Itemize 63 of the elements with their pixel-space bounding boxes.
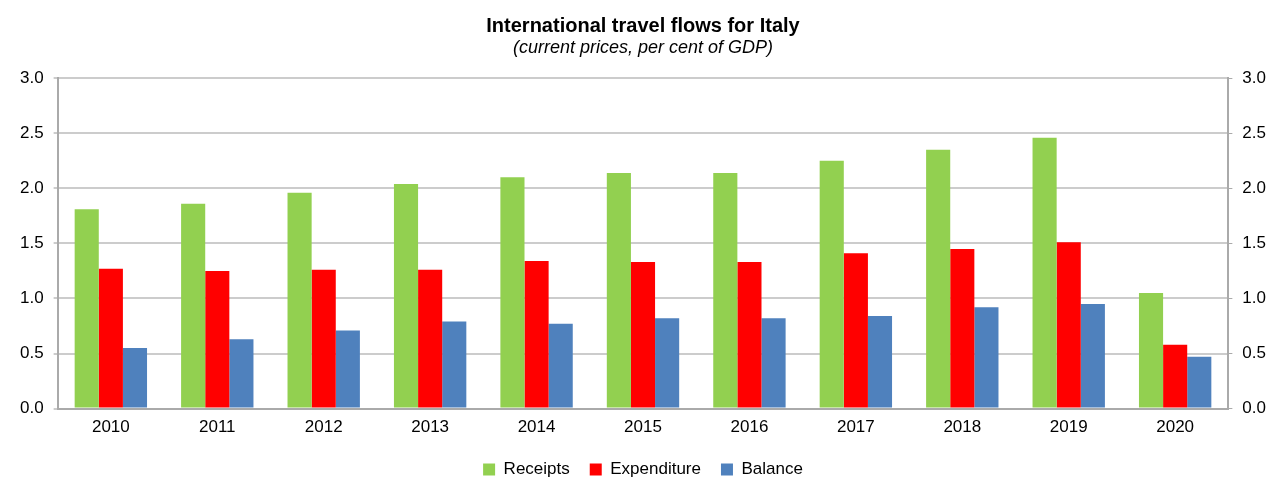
y-tick-label: 2.0 — [19, 178, 44, 198]
y2-tick-label: 2.0 — [1242, 178, 1267, 198]
x-tick-label: 2016 — [730, 417, 769, 437]
bar — [761, 318, 786, 408]
chart-subtitle: (current prices, per cent of GDP) — [511, 37, 775, 58]
y2-tick-label: 1.5 — [1242, 233, 1267, 253]
legend-label: Receipts — [503, 459, 570, 479]
bar — [181, 203, 206, 408]
legend-label: Balance — [741, 459, 803, 479]
bar — [713, 172, 738, 408]
bar — [229, 339, 254, 408]
bar — [1138, 292, 1164, 408]
bar — [335, 330, 360, 408]
bar — [122, 348, 148, 408]
y-tick-label: 1.0 — [19, 288, 44, 308]
y-tick-label: 3.0 — [19, 67, 44, 87]
bar — [1163, 344, 1188, 408]
bar — [205, 270, 230, 408]
y2-tick-label: 1.0 — [1242, 288, 1267, 308]
bar — [843, 253, 868, 408]
bar — [98, 268, 123, 408]
bar — [867, 316, 893, 408]
y2-tick-label: 2.5 — [1242, 122, 1267, 142]
x-tick-label: 2018 — [943, 417, 982, 437]
chart-title: International travel flows for Italy — [485, 14, 801, 37]
bar — [500, 177, 525, 408]
bar — [974, 307, 999, 408]
bar — [819, 160, 844, 408]
bar — [1187, 356, 1212, 408]
bar — [442, 321, 467, 408]
bar — [606, 172, 631, 408]
x-tick-label: 2011 — [199, 417, 236, 437]
bar — [418, 269, 443, 408]
bar — [1080, 303, 1105, 408]
y-tick-label: 1.5 — [19, 233, 44, 253]
y-tick-label: 0.0 — [19, 398, 44, 418]
bar — [630, 262, 656, 408]
bar — [950, 248, 975, 408]
bar — [74, 209, 99, 408]
x-tick-label: 2010 — [91, 417, 130, 437]
bar — [393, 183, 419, 408]
bar — [524, 261, 549, 408]
legend-label: Expenditure — [610, 459, 701, 479]
bar — [548, 323, 573, 408]
bar — [737, 262, 762, 408]
y-tick-label: 2.5 — [19, 122, 44, 142]
x-tick-label: 2012 — [304, 417, 343, 437]
bar — [1056, 242, 1081, 408]
bar — [926, 149, 951, 408]
y2-tick-label: 0.5 — [1242, 343, 1267, 363]
bar — [311, 269, 336, 408]
x-tick-label: 2015 — [624, 417, 662, 437]
x-tick-label: 2017 — [836, 417, 875, 437]
x-tick-label: 2013 — [411, 417, 450, 437]
x-tick-label: 2019 — [1049, 417, 1088, 437]
bar — [655, 318, 680, 408]
y2-tick-label: 3.0 — [1242, 67, 1267, 87]
x-tick-label: 2014 — [517, 417, 556, 437]
y-tick-label: 0.5 — [19, 343, 44, 363]
x-tick-label: 2020 — [1156, 417, 1195, 437]
bar — [287, 192, 312, 408]
y2-tick-label: 0.0 — [1242, 398, 1267, 418]
bar — [1032, 137, 1057, 408]
